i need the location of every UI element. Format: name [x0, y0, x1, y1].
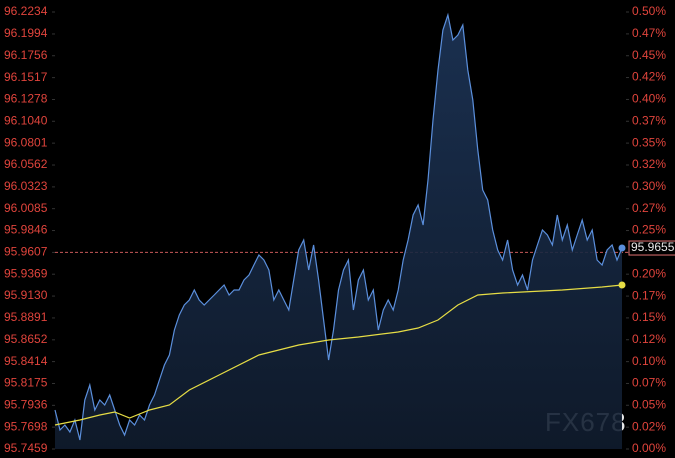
y-tick-label: 95.9607: [4, 245, 48, 259]
price-line: [54, 12, 623, 441]
y2-tick-label: 0.05%: [632, 397, 666, 411]
y-tick-label: 96.1040: [4, 113, 48, 127]
y-tick-label: 96.1517: [4, 70, 48, 84]
y-tick-label: 96.1756: [4, 48, 48, 62]
y-tick-label: 96.0562: [4, 157, 48, 171]
y-tick-label: 96.1994: [4, 26, 48, 40]
y-tick-label: 96.0323: [4, 179, 48, 193]
y-tick-label: 96.0801: [4, 135, 48, 149]
y2-tick-label: 0.17%: [632, 288, 666, 302]
y2-tick-label: 0.12%: [632, 332, 666, 346]
y-tick-label: 95.8891: [4, 310, 48, 324]
y2-tick-label: 0.47%: [632, 26, 666, 40]
y2-tick-label: 0.00%: [632, 441, 666, 455]
y2-tick-label: 0.27%: [632, 201, 666, 215]
y2-tick-label: 0.02%: [632, 419, 666, 433]
y2-tick-label: 0.40%: [632, 92, 666, 106]
y-tick-label: 96.1278: [4, 92, 48, 106]
last-value-label: 95.9655: [631, 240, 675, 254]
y2-tick-label: 0.37%: [632, 113, 666, 127]
y-tick-label: 95.8652: [4, 332, 48, 346]
y2-tick-label: 0.42%: [632, 70, 666, 84]
y2-tick-label: 0.15%: [632, 310, 666, 324]
y-tick-label: 95.7459: [4, 441, 48, 455]
end-dot: [618, 281, 626, 289]
y2-tick-label: 0.20%: [632, 266, 666, 280]
last-value-box: [628, 240, 675, 256]
price-area: [55, 15, 622, 449]
y-tick-label: 96.0085: [4, 201, 48, 215]
y2-tick-label: 0.50%: [632, 4, 666, 18]
y-tick-label: 96.2234: [4, 4, 48, 18]
y-tick-label: 95.8175: [4, 376, 48, 390]
y-tick-label: 95.9130: [4, 288, 48, 302]
y-tick-label: 95.9369: [4, 266, 48, 280]
y2-tick-label: 0.07%: [632, 376, 666, 390]
y-tick-label: 95.9846: [4, 223, 48, 237]
y-tick-label: 95.7698: [4, 419, 48, 433]
average-line: [54, 284, 623, 426]
y-tick-label: 95.7936: [4, 398, 48, 412]
y2-tick-label: 0.10%: [632, 354, 666, 368]
y2-tick-label: 0.25%: [632, 223, 666, 237]
y2-tick-label: 0.32%: [632, 157, 666, 171]
y-tick-label: 95.8414: [4, 354, 48, 368]
y2-tick-label: 0.45%: [632, 48, 666, 62]
end-dot: [618, 244, 626, 252]
y2-tick-label: 0.35%: [632, 135, 666, 149]
y2-tick-label: 0.30%: [632, 179, 666, 193]
